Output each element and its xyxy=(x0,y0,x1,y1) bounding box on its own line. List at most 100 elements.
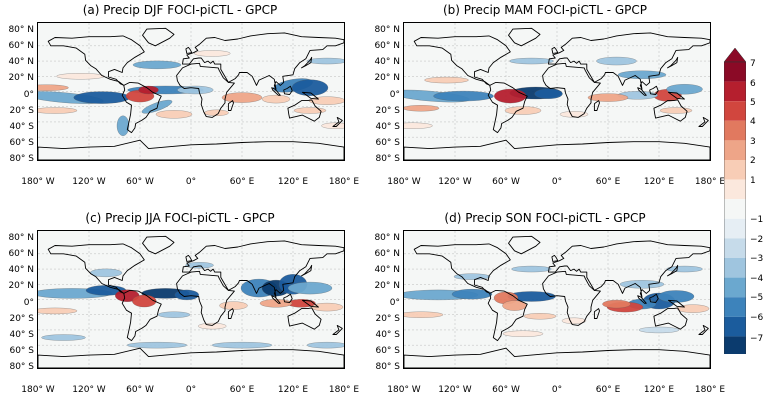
lat-label: 40° S xyxy=(9,122,34,132)
panel-c-title: (c) Precip JJA FOCI-piCTL - GPCP xyxy=(85,211,275,225)
lat-label: 60° S xyxy=(375,346,400,356)
panel-c-svg xyxy=(38,231,344,368)
coastline-south-america xyxy=(487,289,528,342)
coastline-greenland xyxy=(508,27,541,47)
coastline-new-zealand xyxy=(332,116,343,127)
lat-label: 60° S xyxy=(9,138,34,148)
precip-anomaly-patch xyxy=(38,307,78,315)
lat-label: 20° N xyxy=(374,73,400,83)
colorbar-segment xyxy=(724,81,746,102)
coastline-madagascar xyxy=(227,308,234,319)
precip-anomaly-patch xyxy=(596,56,637,66)
coastline-new-guinea xyxy=(667,299,685,308)
colorbar-segment xyxy=(724,140,746,160)
coastline-new-guinea xyxy=(301,91,319,100)
panel-a-map xyxy=(37,22,345,161)
colorbar-tick-label: 6 xyxy=(750,79,756,89)
precip-anomaly-patch xyxy=(602,299,631,309)
precip-anomaly-patch xyxy=(619,280,665,289)
precip-anomaly-patch xyxy=(308,96,344,105)
precip-anomaly-patch xyxy=(194,50,231,57)
lat-label: 20° N xyxy=(8,73,34,83)
precip-anomaly-patch xyxy=(73,91,130,104)
coastline-north-america xyxy=(413,35,511,86)
lat-label: 20° S xyxy=(375,106,400,116)
coastline-sumatra xyxy=(271,295,281,304)
colorbar-tick-label: 4 xyxy=(750,117,756,127)
lon-label: 60° E xyxy=(595,177,621,187)
lat-label: 60° S xyxy=(9,346,34,356)
precip-anomaly-patch xyxy=(261,94,291,104)
lon-label: 120° E xyxy=(643,385,675,395)
lat-label: 20° N xyxy=(8,281,34,291)
coastline-australia xyxy=(287,307,322,330)
lat-label: 80° N xyxy=(8,233,34,243)
coastline-south-america xyxy=(121,289,162,342)
colorbar-segment xyxy=(724,238,746,258)
colorbar-segment xyxy=(724,101,746,121)
lon-label: 180° W xyxy=(21,177,55,187)
lon-label: 0° xyxy=(185,177,197,187)
coastline-antarctica xyxy=(404,139,710,160)
precip-anomaly-patch xyxy=(587,93,629,102)
lon-label: 120° W xyxy=(72,385,106,395)
precip-anomaly-patch xyxy=(511,265,552,273)
colorbar-segment xyxy=(724,316,746,337)
lat-label: 40° N xyxy=(374,57,400,67)
coastline-japan xyxy=(667,56,679,69)
lon-label: 60° W xyxy=(126,177,154,187)
colorbar-tick-label: −6 xyxy=(750,313,764,323)
precip-anomaly-patch xyxy=(509,57,554,65)
precip-anomaly-patch xyxy=(666,265,703,273)
colorbar-extend-top xyxy=(724,48,746,63)
coastline-north-america xyxy=(413,243,511,294)
lat-label: 40° S xyxy=(375,330,400,340)
precip-anomaly-patch xyxy=(534,88,563,99)
lat-label: 40° S xyxy=(9,330,34,340)
coastline-sumatra xyxy=(271,87,281,96)
colorbar-segment xyxy=(724,336,746,354)
coastline-greenland xyxy=(142,235,175,255)
precip-anomaly-patch xyxy=(404,311,444,318)
lat-label: 20° S xyxy=(375,314,400,324)
colorbar-segment xyxy=(724,120,746,141)
lon-label: 0° xyxy=(551,177,563,187)
lon-label: 120° W xyxy=(72,177,106,187)
precip-anomaly-patch xyxy=(494,88,527,104)
precip-anomaly-patch xyxy=(666,84,703,95)
colorbar-segment xyxy=(724,160,746,180)
precip-anomaly-patch xyxy=(291,79,329,96)
coastline-madagascar xyxy=(593,100,600,111)
colorbar-tick-label: 3 xyxy=(750,137,756,147)
coastline-uk xyxy=(185,254,193,262)
coastline-new-guinea xyxy=(667,91,685,100)
coastline-australia xyxy=(287,99,322,122)
colorbar-segment xyxy=(724,258,746,278)
precip-anomaly-patch xyxy=(617,70,667,79)
lat-label: 60° S xyxy=(375,138,400,148)
lat-label: 40° N xyxy=(8,265,34,275)
colorbar xyxy=(724,48,746,354)
precip-anomaly-patch xyxy=(126,342,188,349)
colorbar-tick-label: 1 xyxy=(750,176,756,186)
coastline-eurasia xyxy=(182,240,344,298)
precip-anomaly-patch xyxy=(659,107,693,114)
precip-anomaly-patch xyxy=(523,313,557,320)
colorbar-tick-label: −2 xyxy=(750,235,764,245)
lat-label: 20° S xyxy=(9,106,34,116)
lon-label: 60° E xyxy=(595,385,621,395)
precip-anomaly-patch xyxy=(132,60,182,69)
precip-anomaly-patch xyxy=(404,122,433,129)
lat-label: 0° xyxy=(389,298,400,308)
coastline-borneo xyxy=(283,293,293,303)
precip-anomaly-patch xyxy=(185,262,214,269)
colorbar-tick-label: −5 xyxy=(750,293,764,303)
lat-label: 60° N xyxy=(8,249,34,259)
coastline-uk xyxy=(551,254,559,262)
coastline-eurasia xyxy=(548,32,710,90)
lon-label: 0° xyxy=(185,385,197,395)
coastline-africa xyxy=(176,62,235,118)
lon-label: 60° W xyxy=(492,385,520,395)
lon-label: 120° E xyxy=(277,385,309,395)
lat-label: 80° S xyxy=(9,154,34,164)
